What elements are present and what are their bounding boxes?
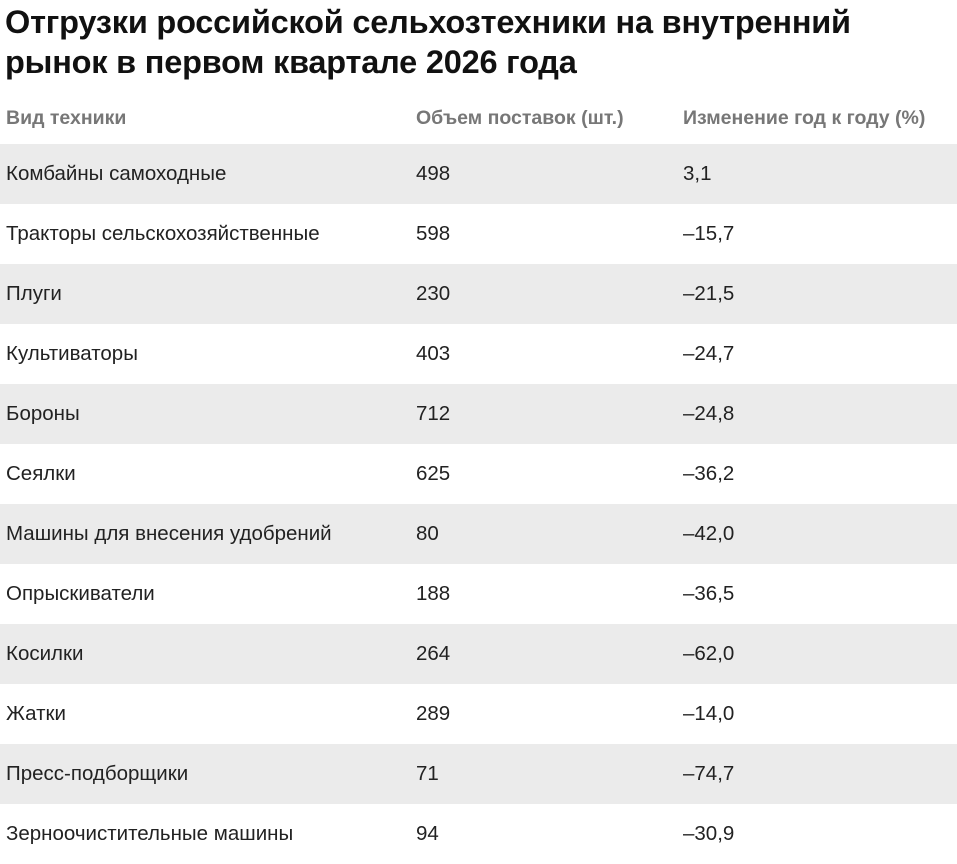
cell-equipment-type: Пресс-подборщики bbox=[0, 744, 416, 804]
table-row: Опрыскиватели 188 –36,5 bbox=[0, 564, 957, 624]
cell-equipment-type: Машины для внесения удобрений bbox=[0, 504, 416, 564]
shipments-table: Вид техники Объем поставок (шт.) Изменен… bbox=[0, 92, 957, 864]
cell-equipment-type: Опрыскиватели bbox=[6, 582, 155, 605]
cell-change: –24,8 bbox=[683, 384, 957, 444]
cell-equipment-type: Зерноочистительные машины bbox=[6, 822, 294, 845]
header-volume: Объем поставок (шт.) bbox=[416, 106, 624, 129]
cell-volume: 71 bbox=[416, 744, 683, 804]
cell-change: –62,0 bbox=[683, 624, 957, 684]
table-row: Косилки 264 –62,0 bbox=[0, 624, 957, 684]
cell-volume: 80 bbox=[416, 504, 683, 564]
table-row: Жатки 289 –14,0 bbox=[0, 684, 957, 744]
cell-change: –74,7 bbox=[683, 744, 957, 804]
table-row: Плуги 230 –21,5 bbox=[0, 264, 957, 324]
cell-equipment-type: Бороны bbox=[0, 384, 416, 444]
table-row: Культиваторы 403 –24,7 bbox=[0, 324, 957, 384]
cell-change: –36,5 bbox=[683, 582, 735, 605]
table-header-row: Вид техники Объем поставок (шт.) Изменен… bbox=[0, 92, 957, 144]
cell-change: –30,9 bbox=[683, 822, 735, 845]
cell-volume: 498 bbox=[416, 144, 683, 204]
cell-equipment-type: Тракторы сельскохозяйственные bbox=[6, 222, 320, 245]
cell-volume: 230 bbox=[416, 264, 683, 324]
table-row: Машины для внесения удобрений 80 –42,0 bbox=[0, 504, 957, 564]
cell-equipment-type: Сеялки bbox=[6, 462, 76, 485]
cell-volume: 289 bbox=[416, 702, 451, 725]
cell-volume: 712 bbox=[416, 384, 683, 444]
cell-equipment-type: Культиваторы bbox=[6, 342, 138, 365]
header-equipment-type: Вид техники bbox=[6, 106, 127, 129]
cell-equipment-type: Плуги bbox=[0, 264, 416, 324]
table-row: Тракторы сельскохозяйственные 598 –15,7 bbox=[0, 204, 957, 264]
cell-change: –21,5 bbox=[683, 264, 957, 324]
header-change: Изменение год к году (%) bbox=[683, 106, 926, 129]
cell-volume: 94 bbox=[416, 822, 439, 845]
cell-equipment-type: Жатки bbox=[6, 702, 66, 725]
cell-change: –24,7 bbox=[683, 342, 735, 365]
cell-volume: 403 bbox=[416, 342, 451, 365]
table-row: Комбайны самоходные 498 3,1 bbox=[0, 144, 957, 204]
cell-change: 3,1 bbox=[683, 144, 957, 204]
page-title: Отгрузки российской сельхозтехники на вн… bbox=[5, 4, 851, 80]
cell-change: –36,2 bbox=[683, 462, 735, 485]
table-row: Пресс-подборщики 71 –74,7 bbox=[0, 744, 957, 804]
cell-change: –15,7 bbox=[683, 222, 735, 245]
cell-change: –14,0 bbox=[683, 702, 735, 725]
cell-volume: 264 bbox=[416, 624, 683, 684]
cell-equipment-type: Косилки bbox=[0, 624, 416, 684]
table-row: Сеялки 625 –36,2 bbox=[0, 444, 957, 504]
cell-volume: 188 bbox=[416, 582, 451, 605]
cell-volume: 625 bbox=[416, 462, 451, 485]
table-row: Бороны 712 –24,8 bbox=[0, 384, 957, 444]
cell-volume: 598 bbox=[416, 222, 451, 245]
cell-change: –42,0 bbox=[683, 504, 957, 564]
table-row: Зерноочистительные машины 94 –30,9 bbox=[0, 804, 957, 864]
cell-equipment-type: Комбайны самоходные bbox=[0, 144, 416, 204]
